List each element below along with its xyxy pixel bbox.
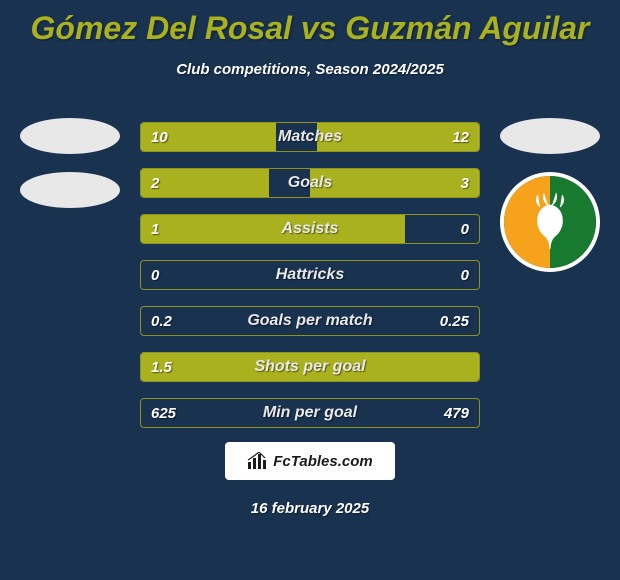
stat-value-left: 625 <box>151 399 176 427</box>
right-player-column <box>490 118 610 272</box>
stat-row: Min per goal625 479 <box>140 398 480 428</box>
stat-label: Assists <box>141 215 479 243</box>
club-crest-icon <box>500 172 600 272</box>
stat-row: Matches10 12 <box>140 122 480 152</box>
page-subtitle: Club competitions, Season 2024/2025 <box>0 61 620 78</box>
page-title: Gómez Del Rosal vs Guzmán Aguilar <box>0 0 620 47</box>
stat-value-right: 0 <box>461 261 469 289</box>
stat-value-right: 0.25 <box>440 307 469 335</box>
stat-value-right: 0 <box>461 215 469 243</box>
stat-value-left: 0.2 <box>151 307 172 335</box>
avatar-placeholder-icon <box>20 118 120 154</box>
stat-row: Hattricks0 0 <box>140 260 480 290</box>
stat-label: Min per goal <box>141 399 479 427</box>
brand-chip: FcTables.com <box>225 442 395 480</box>
avatar-placeholder-icon <box>500 118 600 154</box>
stat-value-left: 2 <box>151 169 159 197</box>
left-player-column <box>10 118 130 226</box>
barchart-icon <box>247 452 269 470</box>
stat-label: Goals <box>141 169 479 197</box>
date-text: 16 february 2025 <box>0 500 620 517</box>
stat-value-right: 3 <box>461 169 469 197</box>
stats-area: Matches1012Goals23Assists10Hattricks00Go… <box>140 122 480 444</box>
stat-label: Shots per goal <box>141 353 479 381</box>
stat-row: Shots per goal1.5 <box>140 352 480 382</box>
brand-text: FcTables.com <box>273 453 372 470</box>
stat-label: Goals per match <box>141 307 479 335</box>
comparison-card: Gómez Del Rosal vs Guzmán Aguilar Club c… <box>0 0 620 580</box>
stat-value-left: 0 <box>151 261 159 289</box>
stat-value-left: 1.5 <box>151 353 172 381</box>
stat-label: Matches <box>141 123 479 151</box>
stat-row: Goals per match0.2 0.25 <box>140 306 480 336</box>
avatar-placeholder-icon <box>20 172 120 208</box>
stat-value-right: 479 <box>444 399 469 427</box>
deer-icon <box>524 191 576 253</box>
stat-value-right: 12 <box>452 123 469 151</box>
stat-row: Goals2 3 <box>140 168 480 198</box>
stat-row: Assists1 0 <box>140 214 480 244</box>
stat-value-left: 1 <box>151 215 159 243</box>
stat-value-left: 10 <box>151 123 168 151</box>
stat-label: Hattricks <box>141 261 479 289</box>
